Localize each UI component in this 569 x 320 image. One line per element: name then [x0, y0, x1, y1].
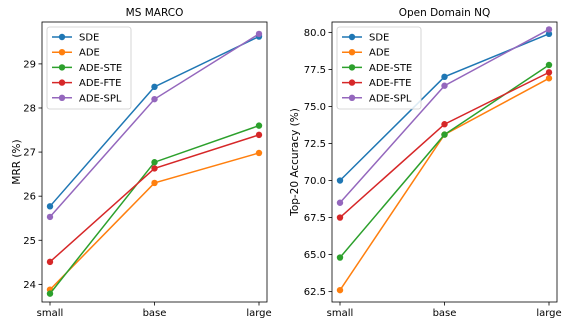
data-point [151, 83, 158, 91]
series-ade-spl [46, 30, 263, 221]
data-point [545, 26, 553, 33]
data-point [255, 149, 263, 157]
legend: SDE ADE ADE-STE ADE-FTE ADE-SPL [336, 26, 422, 110]
data-point [255, 122, 263, 129]
data-point [46, 258, 54, 266]
legend-label: ADE-STE [369, 63, 412, 74]
legend-swatch-marker [348, 64, 356, 71]
legend-label: ADE [369, 48, 390, 59]
data-point [336, 214, 344, 221]
legend: SDE ADE ADE-STE ADE-FTE ADE-SPL [46, 26, 132, 110]
legend-swatch-marker [348, 49, 356, 56]
legend-swatch-marker [348, 33, 356, 41]
legend-label: ADE-FTE [79, 78, 121, 89]
legend-label: ADE [79, 48, 100, 59]
series-ade-fte [46, 131, 263, 266]
data-point [545, 30, 553, 38]
series-ade-ste [46, 122, 263, 297]
y-tick-label: 62.5 [304, 287, 326, 298]
data-point [46, 213, 54, 221]
data-point [151, 165, 158, 172]
y-tick-label: 75.0 [304, 102, 326, 113]
data-point [336, 286, 344, 294]
data-point [336, 254, 344, 261]
y-tick-label: 77.5 [304, 65, 326, 76]
legend-label: ADE-SPL [369, 93, 412, 104]
legend-box [336, 26, 422, 110]
y-tick-label: 72.5 [304, 139, 326, 150]
plot-frame [41, 21, 268, 303]
data-point [441, 131, 448, 138]
series-line [339, 77, 550, 291]
y-axis-title: Top-20 Accuracy (%) [289, 108, 301, 217]
plot-frame [331, 21, 558, 303]
legend-label: SDE [369, 33, 389, 44]
chart-panel-2: Open Domain NQ 62.5 65.0 67.5 70.0 72.5 75.0 77… [289, 7, 562, 319]
data-point [255, 30, 263, 38]
chart-panel-1: MS MARCO 24 25 26 27 28 29 small base large MRR (%… [11, 7, 272, 319]
legend-swatch-marker [348, 79, 356, 86]
y-tick-label: 80.0 [304, 28, 326, 39]
x-tick-label: base [433, 308, 457, 319]
series-line [49, 134, 260, 263]
y-tick-label: 70.0 [304, 176, 326, 187]
x-tick-label: small [37, 308, 64, 319]
series-line [49, 152, 260, 291]
y-tick-label: 27 [23, 148, 36, 159]
data-point [336, 177, 344, 184]
y-tick-label: 28 [23, 103, 36, 114]
data-point [151, 95, 158, 103]
y-tick-label: 67.5 [304, 213, 326, 224]
data-point [46, 290, 54, 297]
legend-label: ADE-STE [79, 63, 122, 74]
legend-label: SDE [79, 33, 99, 44]
y-tick-label: 24 [23, 280, 36, 291]
y-tick-label: 26 [23, 192, 36, 203]
legend-swatch-marker [58, 79, 66, 86]
chart-title: MS MARCO [126, 7, 184, 19]
data-point [545, 69, 553, 76]
legend-label: ADE-FTE [369, 78, 411, 89]
x-tick-label: large [536, 308, 561, 319]
legend-swatch-marker [348, 94, 356, 102]
x-tick-label: base [143, 308, 167, 319]
data-point [151, 179, 158, 187]
series-ade-spl [336, 26, 553, 206]
data-point [151, 159, 158, 166]
data-point [545, 75, 553, 82]
y-axis-title: MRR (%) [11, 139, 23, 184]
data-point [441, 121, 448, 128]
data-point [545, 61, 553, 69]
legend-swatch-marker [58, 33, 66, 41]
series-ade-fte [336, 69, 553, 221]
legend-swatch-marker [58, 94, 66, 102]
data-point [441, 73, 448, 81]
x-tick-label: small [327, 308, 354, 319]
legend-label: ADE-SPL [79, 93, 122, 104]
y-tick-label: 65.0 [304, 250, 326, 261]
legend-swatch-marker [58, 64, 66, 71]
data-point [46, 203, 54, 210]
data-point [336, 199, 344, 206]
chart-title: Open Domain NQ [399, 7, 491, 19]
legend-swatch-marker [58, 49, 66, 56]
x-tick-label: large [246, 308, 271, 319]
series-line [49, 124, 260, 295]
y-tick-label: 25 [23, 236, 36, 247]
series-ade-ste [336, 61, 553, 261]
data-point [441, 82, 448, 89]
legend-box [46, 26, 132, 110]
data-point [255, 131, 263, 139]
y-tick-label: 29 [23, 59, 36, 70]
